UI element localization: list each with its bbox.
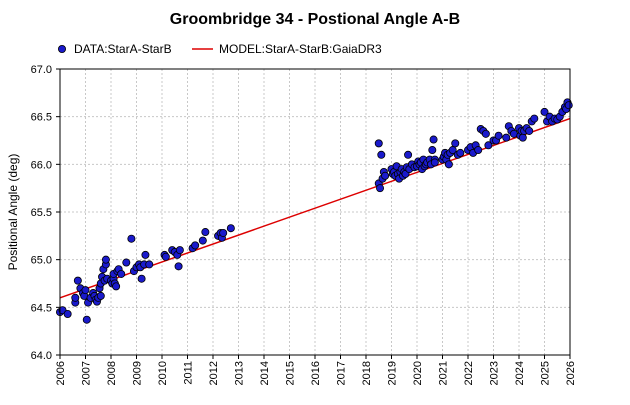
data-point — [540, 107, 549, 116]
data-point — [81, 286, 90, 295]
data-point — [201, 228, 210, 237]
x-tick-label: 2013 — [234, 361, 246, 385]
y-tick-label: 64.0 — [31, 350, 52, 362]
data-point — [456, 148, 465, 157]
data-point — [494, 131, 503, 140]
x-tick-label: 2019 — [387, 361, 399, 385]
data-point — [451, 139, 460, 148]
data-point — [474, 146, 483, 155]
data-series — [56, 98, 573, 324]
data-point — [141, 250, 150, 259]
x-tick-label: 2010 — [157, 361, 169, 385]
data-point — [484, 141, 493, 150]
data-point — [127, 234, 136, 243]
data-point — [530, 114, 539, 123]
x-tick-label: 2024 — [514, 361, 526, 385]
y-tick-label: 64.5 — [31, 302, 52, 314]
data-point — [428, 146, 437, 155]
data-point — [502, 133, 511, 142]
data-point — [175, 246, 184, 255]
plot-frame — [59, 68, 571, 356]
y-axis-label: Positional Angle (deg) — [6, 154, 20, 271]
data-point — [429, 135, 438, 144]
x-tick-label: 2022 — [463, 361, 475, 385]
data-point — [71, 293, 80, 302]
data-point — [374, 139, 383, 148]
x-tick-label: 2015 — [285, 361, 297, 385]
data-point — [174, 262, 183, 271]
data-point — [117, 269, 126, 278]
x-tick-label: 2021 — [438, 361, 450, 385]
x-tick-label: 2006 — [55, 361, 67, 385]
data-point — [96, 291, 105, 300]
x-tick-label: 2012 — [208, 361, 220, 385]
legend-model-label: MODEL:StarA-StarB:GaiaDR3 — [219, 42, 382, 56]
data-point — [481, 129, 490, 138]
chart-title: Groombridge 34 - Postional Angle A-B — [170, 11, 460, 28]
legend-data-marker — [58, 45, 67, 54]
data-point — [404, 150, 413, 159]
data-point — [226, 224, 235, 233]
x-tick-label: 2026 — [565, 361, 577, 385]
legend: DATA:StarA-StarB MODEL:StarA-StarB:GaiaD… — [58, 42, 382, 56]
x-tick-label: 2008 — [106, 361, 118, 385]
x-tick-label: 2017 — [336, 361, 348, 385]
data-point — [518, 133, 527, 142]
data-point — [377, 150, 386, 159]
data-point — [525, 126, 534, 135]
data-point — [198, 236, 207, 245]
y-tick-label: 67.0 — [31, 64, 52, 76]
data-point — [444, 160, 453, 169]
y-tick-label: 65.0 — [31, 255, 52, 267]
data-point — [191, 241, 200, 250]
data-point — [82, 315, 91, 324]
data-point — [381, 171, 390, 180]
x-tick-label: 2011 — [183, 361, 195, 385]
data-point — [564, 101, 573, 110]
tick-labels: 2006 2007 2008 2009 2010 2011 2012 2013 2014 2015… — [31, 64, 577, 385]
x-tick-label: 2020 — [412, 361, 424, 385]
data-point — [63, 310, 72, 319]
data-point — [219, 228, 228, 237]
data-point — [122, 258, 131, 267]
data-point — [101, 255, 110, 264]
x-tick-label: 2025 — [540, 361, 552, 385]
legend-data-label: DATA:StarA-StarB — [74, 42, 172, 56]
y-tick-label: 65.5 — [31, 207, 52, 219]
x-tick-label: 2023 — [489, 361, 501, 385]
data-point — [376, 184, 385, 193]
data-point — [73, 276, 82, 285]
y-tick-label: 66.0 — [31, 159, 52, 171]
x-tick-label: 2014 — [259, 361, 271, 385]
x-tick-label: 2007 — [81, 361, 93, 385]
grid — [60, 69, 570, 355]
x-tick-label: 2016 — [310, 361, 322, 385]
data-point — [161, 252, 170, 261]
data-point — [112, 282, 121, 291]
data-point — [137, 274, 146, 283]
data-point — [145, 260, 154, 269]
x-tick-label: 2009 — [132, 361, 144, 385]
x-tick-label: 2018 — [361, 361, 373, 385]
data-point — [430, 158, 439, 167]
y-tick-label: 66.5 — [31, 112, 52, 124]
